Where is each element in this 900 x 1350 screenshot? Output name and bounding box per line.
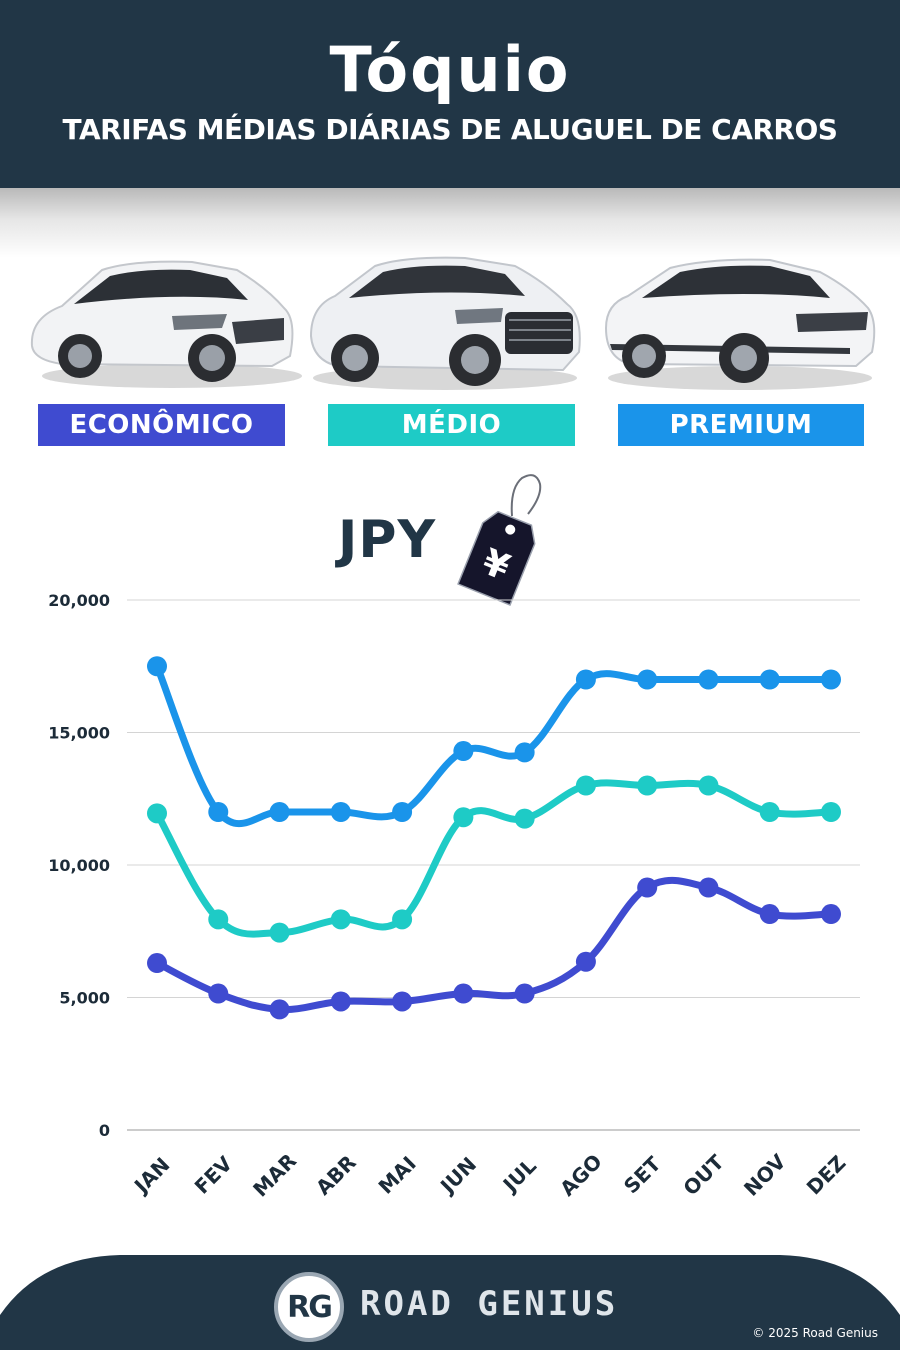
series-line-premium [153, 662, 835, 828]
data-point-premium [269, 802, 290, 822]
y-tick-label: 5,000 [59, 989, 110, 1008]
data-point-economico [208, 983, 229, 1004]
data-point-economico [147, 953, 167, 974]
economy-car-image [22, 248, 302, 398]
data-point-premium [759, 669, 780, 690]
data-point-medio [208, 909, 229, 930]
data-point-medio [821, 802, 841, 822]
y-tick-label: 20,000 [48, 591, 110, 610]
road-genius-logo-icon: RG [274, 1272, 344, 1342]
series-line-economico [153, 876, 835, 1014]
x-tick-label: JUN [434, 1152, 481, 1199]
y-tick-label: 0 [99, 1121, 110, 1140]
y-tick-label: 15,000 [48, 724, 110, 743]
data-point-economico [575, 951, 596, 972]
data-point-economico [453, 983, 474, 1004]
x-tick-label: DEZ [802, 1151, 851, 1200]
page-title: Tóquio [329, 33, 571, 106]
data-point-premium [637, 669, 658, 690]
data-point-economico [269, 999, 290, 1020]
x-tick-label: ABR [311, 1150, 361, 1200]
data-point-economico [637, 877, 658, 898]
x-tick-label: MAI [374, 1151, 421, 1198]
x-tick-label: NOV [739, 1149, 791, 1201]
data-point-economico [698, 877, 719, 898]
category-badge-premium: PREMIUM [618, 404, 864, 446]
data-point-premium [208, 802, 229, 822]
x-tick-label: AGO [555, 1149, 607, 1201]
x-tick-label: FEV [190, 1151, 238, 1199]
copyright-text: © 2025 Road Genius [752, 1326, 878, 1340]
data-point-economico [759, 904, 780, 925]
footer [0, 1255, 900, 1350]
price-tag-icon: ¥ [457, 474, 542, 606]
x-tick-label: JUL [497, 1154, 541, 1198]
x-tick-label: SET [619, 1152, 666, 1199]
data-point-premium [392, 802, 413, 822]
data-point-medio [453, 807, 474, 828]
data-point-premium [330, 802, 351, 822]
data-point-medio [759, 802, 780, 822]
x-tick-label: OUT [678, 1150, 728, 1200]
data-point-economico [330, 991, 351, 1012]
category-badge-medio: MÉDIO [328, 404, 575, 446]
data-point-economico [821, 904, 841, 925]
data-point-premium [821, 669, 841, 690]
data-point-premium [147, 656, 167, 677]
rental-rate-line-chart: 0 5,000 10,000 15,000 20,000 JAN FEV MAR ABR MAI J… [48, 591, 860, 1202]
midsize-car-image [305, 248, 585, 398]
data-point-premium [514, 742, 535, 763]
series-line-medio [153, 779, 835, 938]
page-subtitle: TARIFAS MÉDIAS DIÁRIAS DE ALUGUEL DE CAR… [62, 113, 838, 146]
data-point-medio [698, 775, 719, 796]
data-point-economico [392, 991, 413, 1012]
data-point-medio [269, 922, 290, 943]
data-point-medio [147, 803, 167, 824]
brand-name: ROAD GENIUS [360, 1284, 619, 1324]
data-point-medio [514, 808, 535, 829]
y-tick-label: 10,000 [48, 856, 110, 875]
header-banner: Tóquio TARIFAS MÉDIAS DIÁRIAS DE ALUGUEL… [0, 0, 900, 188]
x-tick-label: JAN [128, 1153, 174, 1199]
data-point-premium [453, 741, 474, 762]
data-point-premium [575, 669, 596, 690]
data-point-medio [330, 909, 351, 930]
currency-label: JPY [338, 510, 437, 570]
premium-car-image [600, 248, 880, 398]
data-point-medio [575, 775, 596, 796]
data-point-premium [698, 669, 719, 690]
data-point-economico [514, 983, 535, 1004]
header-shadow [0, 188, 900, 258]
x-tick-label: MAR [248, 1149, 301, 1202]
category-badge-economico: ECONÔMICO [38, 404, 285, 446]
data-point-medio [392, 909, 413, 930]
data-point-medio [637, 775, 658, 796]
logo-text: RG [287, 1290, 333, 1325]
